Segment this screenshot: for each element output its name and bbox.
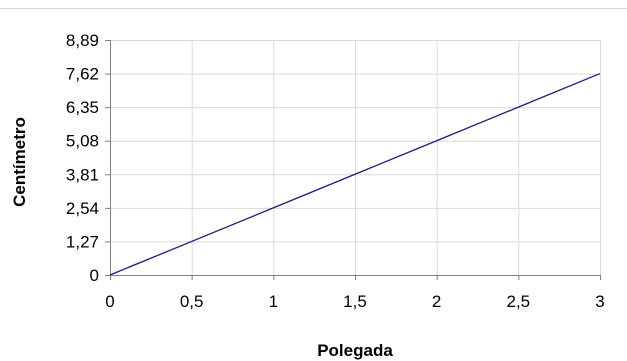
y-tick-label: 2,54 (66, 199, 99, 218)
x-tick-label: 2 (432, 292, 441, 311)
x-axis-tick-labels: 0 0,5 1 1,5 2 2,5 3 (105, 292, 604, 311)
x-tick-label: 2,5 (507, 292, 531, 311)
y-tick-label: 5,08 (66, 132, 99, 151)
y-tick-label: 3,81 (66, 165, 99, 184)
x-tick-label: 3 (595, 292, 604, 311)
y-tick-label: 1,27 (66, 232, 99, 251)
y-tick-label: 0 (90, 266, 99, 285)
series-layer (109, 72, 601, 276)
series-line (109, 72, 601, 276)
y-tick-label: 6,35 (66, 98, 99, 117)
x-tick-label: 0 (105, 292, 114, 311)
x-tick-label: 1 (269, 292, 278, 311)
x-tick-label: 1,5 (343, 292, 367, 311)
y-axis-title: Centímetro (10, 117, 29, 207)
x-axis-title: Polegada (317, 341, 393, 360)
y-tick-label: 8,89 (66, 31, 99, 50)
y-tick-label: 7,62 (66, 65, 99, 84)
y-axis-tick-labels: 0 1,27 2,54 3,81 5,08 6,35 7,62 8,89 (66, 31, 99, 285)
axes (105, 40, 601, 280)
x-tick-label: 0,5 (180, 292, 204, 311)
top-border (0, 8, 627, 9)
gridlines (110, 40, 601, 275)
